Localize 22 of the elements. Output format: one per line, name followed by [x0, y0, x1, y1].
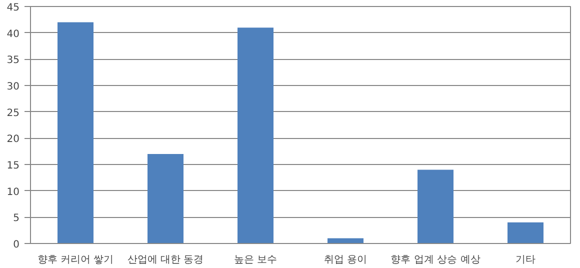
- x-tick-label: 향후 커리어 쌓기: [37, 254, 114, 266]
- y-tick-label: 15: [6, 160, 20, 172]
- x-tick-label: 높은 보수: [234, 254, 278, 266]
- x-tick-label: 취업 용이: [324, 254, 368, 266]
- bar: [148, 154, 184, 244]
- y-tick-label: 20: [6, 134, 20, 146]
- x-tick-label: 향후 업계 상승 예상: [390, 254, 480, 266]
- x-tick-label: 기타: [516, 254, 536, 266]
- bar: [508, 222, 544, 244]
- y-tick-label: 25: [6, 108, 20, 119]
- y-tick-label: 0: [13, 240, 20, 250]
- bar: [418, 170, 454, 244]
- x-tick-label: 산업에 대한 동경: [127, 254, 204, 266]
- y-tick-label: 10: [6, 186, 20, 198]
- bar: [238, 28, 274, 244]
- y-tick-label: 5: [13, 213, 20, 224]
- bar: [58, 22, 94, 244]
- y-tick-label: 40: [6, 28, 20, 40]
- y-tick-label: 35: [6, 55, 20, 66]
- y-tick-label: 45: [6, 2, 20, 14]
- bar: [328, 238, 364, 244]
- y-tick-label: 30: [6, 82, 20, 92]
